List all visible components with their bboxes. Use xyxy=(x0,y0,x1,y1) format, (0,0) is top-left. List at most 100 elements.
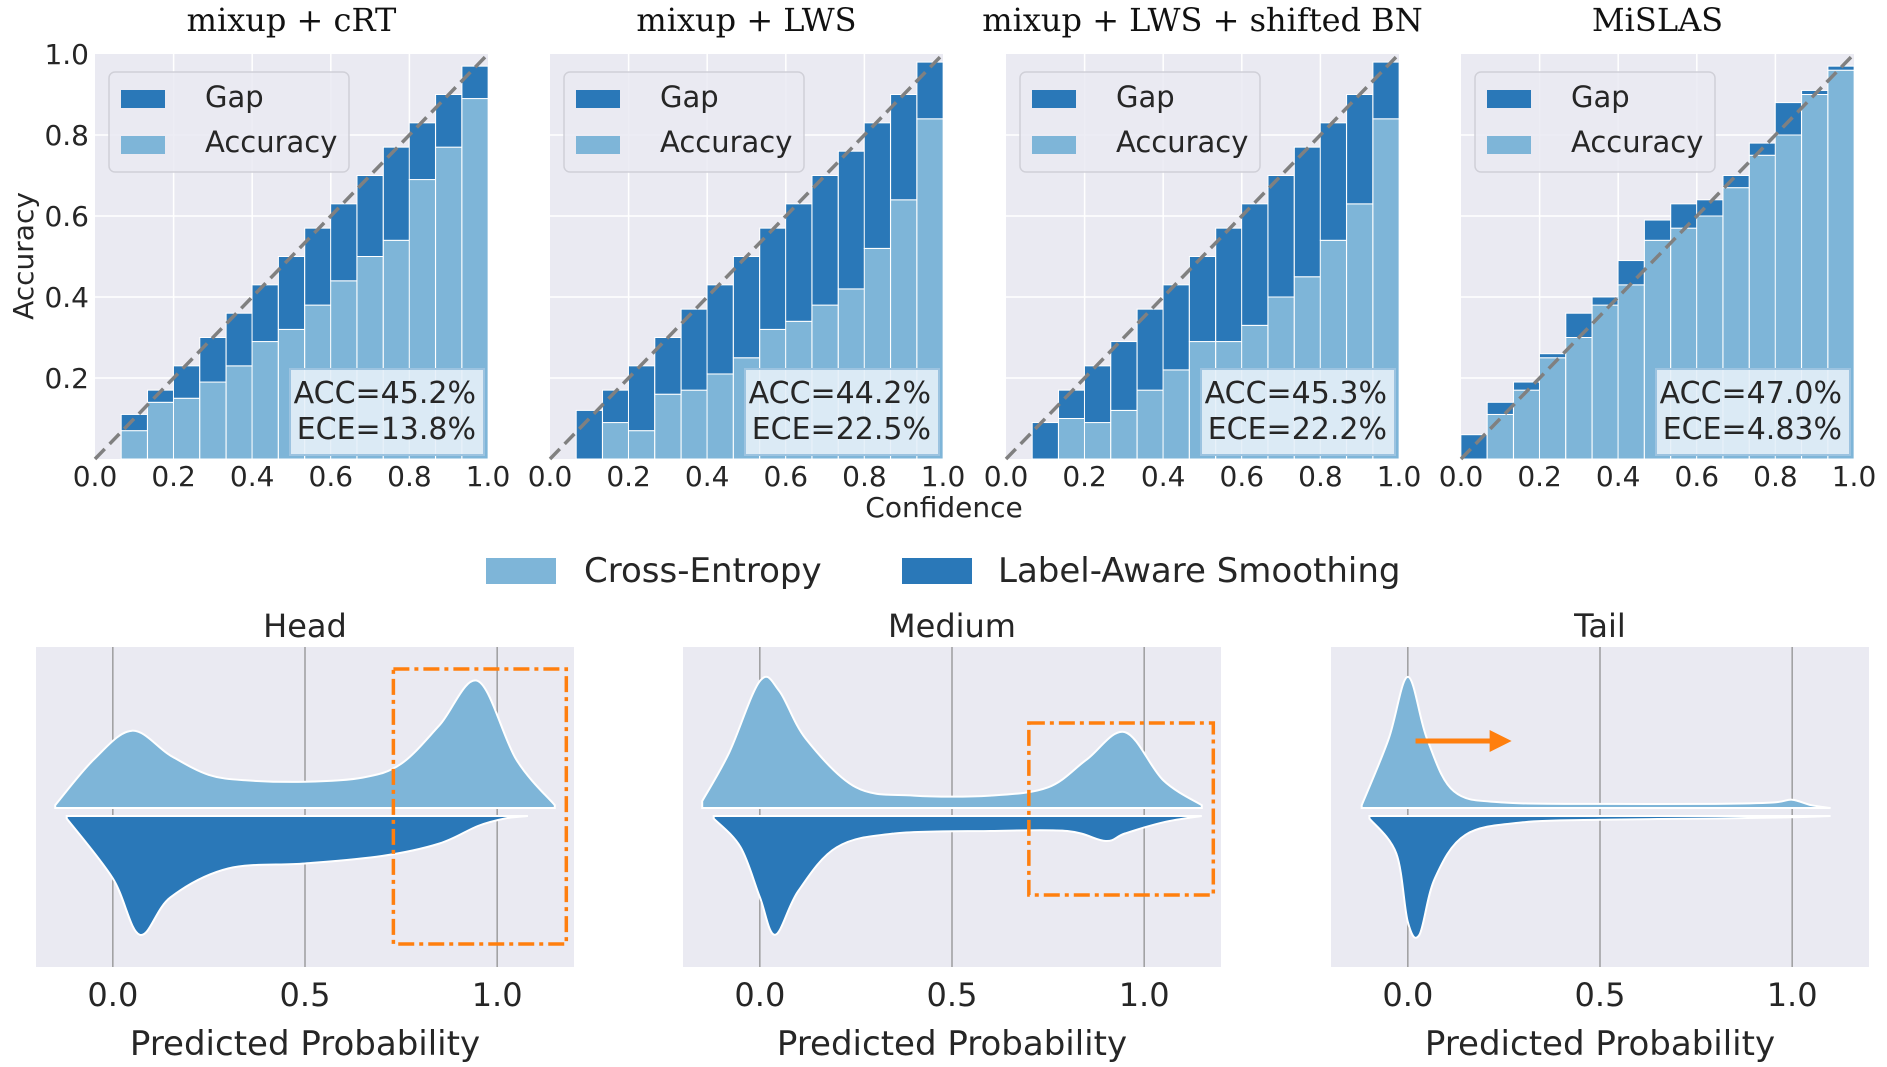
violin-x-axis-label: Predicted Probability xyxy=(130,1024,480,1064)
metric-acc: ACC=44.2% xyxy=(749,376,931,411)
x-tick-label: 0.2 xyxy=(606,460,651,493)
shift-arrow-head xyxy=(1489,730,1512,752)
x-tick-label: 0.0 xyxy=(73,460,118,493)
violin-x-tick-label: 1.0 xyxy=(1119,976,1170,1014)
x-tick-label: 0.8 xyxy=(1753,460,1798,493)
gap-bar xyxy=(356,175,384,257)
metric-ece: ECE=22.2% xyxy=(1208,412,1387,447)
x-tick-label: 0.8 xyxy=(842,460,887,493)
violin-title: Tail xyxy=(1573,607,1626,645)
accuracy-bar xyxy=(1110,409,1138,460)
y-tick-label: 1.0 xyxy=(44,38,89,71)
gap-bar xyxy=(1774,102,1802,136)
gap-bar xyxy=(1110,341,1138,411)
gap-bar xyxy=(1058,389,1086,419)
legend-swatch-accuracy xyxy=(1032,136,1076,154)
accuracy-bar xyxy=(1513,389,1541,460)
gap-bar xyxy=(461,65,489,100)
x-tick-label: 0.4 xyxy=(685,460,730,493)
violin-label-aware-smoothing xyxy=(712,815,1202,936)
x-tick-label: 0.8 xyxy=(387,460,432,493)
metric-ece: ECE=4.83% xyxy=(1663,412,1842,447)
accuracy-bar xyxy=(1083,422,1112,460)
gap-bar xyxy=(1162,284,1190,371)
gap-bar xyxy=(732,256,761,359)
legend-swatch-ce xyxy=(486,558,556,584)
gap-bar xyxy=(1215,227,1243,343)
legend-label-accuracy: Accuracy xyxy=(1116,125,1248,159)
accuracy-bar xyxy=(1136,389,1164,460)
perfect-calibration-line xyxy=(93,52,490,461)
accuracy-bar xyxy=(627,430,656,460)
legend-swatch-las xyxy=(902,558,972,584)
x-tick-label: 0.2 xyxy=(1062,460,1107,493)
x-tick-label: 0.0 xyxy=(1439,460,1484,493)
panel-title: mixup + LWS xyxy=(636,1,856,39)
x-tick-label: 0.0 xyxy=(984,460,1029,493)
gap-bar xyxy=(277,256,306,330)
accuracy-bar xyxy=(654,393,682,460)
legend-label-accuracy: Accuracy xyxy=(660,125,792,159)
legend-swatch-accuracy xyxy=(1487,136,1531,154)
accuracy-bar xyxy=(147,401,175,460)
violin-x-tick-label: 0.5 xyxy=(1575,976,1626,1014)
legend-box xyxy=(1474,71,1716,173)
accuracy-bar xyxy=(1162,369,1190,460)
gap-bar xyxy=(1643,219,1672,241)
legend-box xyxy=(1019,71,1261,173)
legend-swatch-gap xyxy=(121,90,165,108)
y-tick-label: 0.8 xyxy=(44,119,89,152)
accuracy-bar xyxy=(120,430,148,460)
accuracy-bar xyxy=(1565,337,1593,460)
violin-x-tick-label: 1.0 xyxy=(1767,976,1818,1014)
x-tick-label: 0.6 xyxy=(764,460,809,493)
gap-bar xyxy=(1372,61,1400,120)
gap-bar xyxy=(890,94,918,201)
gap-bar xyxy=(706,284,734,375)
legend-swatch-gap xyxy=(576,90,620,108)
violin-label-aware-smoothing xyxy=(65,815,529,936)
metric-acc: ACC=45.2% xyxy=(294,376,476,411)
perfect-calibration-line xyxy=(1459,52,1856,461)
panel-title: MiSLAS xyxy=(1592,1,1723,39)
legend-swatch-gap xyxy=(1487,90,1531,108)
gap-bar xyxy=(837,150,866,290)
metric-ece: ECE=22.5% xyxy=(752,412,931,447)
x-axis-label: Confidence xyxy=(865,491,1022,524)
accuracy-bar xyxy=(1591,304,1619,460)
legend-label-accuracy: Accuracy xyxy=(1571,125,1703,159)
highlight-box xyxy=(1027,721,1216,897)
metrics-box xyxy=(1200,368,1396,456)
accuracy-bar xyxy=(1486,413,1514,460)
violin-label-aware-smoothing xyxy=(1368,815,1831,939)
gap-bar xyxy=(759,227,787,330)
x-tick-label: 0.4 xyxy=(230,460,275,493)
gap-bar xyxy=(172,365,201,399)
legend-swatch-accuracy xyxy=(576,136,620,154)
violin-x-axis-label: Predicted Probability xyxy=(1425,1024,1775,1064)
accuracy-bar xyxy=(1617,284,1645,460)
accuracy-bar xyxy=(1538,357,1567,460)
x-tick-label: 1.0 xyxy=(1832,460,1877,493)
violin-x-tick-label: 0.5 xyxy=(927,976,978,1014)
accuracy-bar xyxy=(172,397,201,460)
legend-box xyxy=(563,71,805,173)
gap-bar xyxy=(1346,94,1374,205)
gap-bar xyxy=(785,203,813,322)
gap-bar xyxy=(575,409,603,460)
violin-title: Medium xyxy=(888,607,1016,645)
legend-label-las: Label-Aware Smoothing xyxy=(998,551,1401,591)
metrics-box xyxy=(744,368,940,456)
gap-bar xyxy=(1293,146,1322,278)
gap-bar xyxy=(1083,365,1112,424)
violin-x-tick-label: 0.5 xyxy=(280,976,331,1014)
y-axis-label: Accuracy xyxy=(7,192,40,320)
accuracy-bar xyxy=(251,341,279,460)
gap-bar xyxy=(1670,203,1698,229)
y-tick-label: 0.4 xyxy=(44,281,89,314)
gap-bar xyxy=(1319,122,1347,241)
legend-label-ce: Cross-Entropy xyxy=(584,551,822,591)
accuracy-bar xyxy=(706,373,734,460)
gap-bar xyxy=(811,175,839,306)
